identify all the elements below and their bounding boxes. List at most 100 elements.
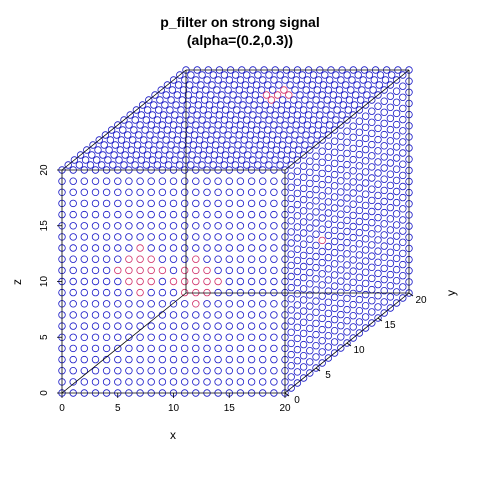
data-point <box>313 97 320 104</box>
data-point <box>259 234 266 241</box>
data-point <box>293 122 300 129</box>
data-point <box>226 178 233 185</box>
data-point <box>381 109 388 116</box>
data-point <box>251 147 258 154</box>
data-point <box>344 306 351 313</box>
data-point <box>346 97 353 104</box>
data-point <box>313 253 320 260</box>
data-point <box>381 120 388 127</box>
data-point <box>303 132 310 139</box>
data-point <box>263 137 270 144</box>
data-point <box>236 87 243 94</box>
data-point <box>259 323 266 330</box>
data-point <box>307 303 314 310</box>
data-point <box>170 189 177 196</box>
data-point <box>237 223 244 230</box>
data-point <box>400 172 407 179</box>
data-point <box>282 77 289 84</box>
data-point <box>148 200 155 207</box>
data-point <box>193 267 200 274</box>
data-point <box>393 155 400 162</box>
data-point <box>170 200 177 207</box>
data-point <box>189 152 196 159</box>
data-point <box>375 181 382 188</box>
data-point <box>204 278 211 285</box>
data-point <box>148 178 155 185</box>
data-point <box>289 107 296 114</box>
data-point <box>400 139 407 146</box>
data-point <box>248 278 255 285</box>
data-point <box>115 211 122 218</box>
data-point <box>300 208 307 215</box>
data-point <box>92 323 99 330</box>
data-point <box>400 217 407 224</box>
data-point <box>376 82 383 89</box>
data-point <box>375 281 382 288</box>
data-point <box>178 152 185 159</box>
data-point <box>257 142 264 149</box>
y-axis-label: y <box>444 290 458 296</box>
data-point <box>204 356 211 363</box>
data-point <box>387 271 394 278</box>
data-point <box>393 188 400 195</box>
data-point <box>307 191 314 198</box>
data-point <box>319 204 326 211</box>
data-point <box>300 241 307 248</box>
data-point <box>254 162 261 169</box>
data-point <box>241 137 248 144</box>
data-point <box>369 297 376 304</box>
data-point <box>122 152 129 159</box>
data-point <box>201 97 208 104</box>
data-point <box>103 278 110 285</box>
data-point <box>137 345 144 352</box>
data-point <box>300 319 307 326</box>
data-point <box>250 157 257 164</box>
data-point <box>248 356 255 363</box>
data-point <box>194 157 201 164</box>
data-point <box>115 256 122 263</box>
data-point <box>241 92 248 99</box>
data-point <box>338 200 345 207</box>
data-point <box>387 149 394 156</box>
data-point <box>215 267 222 274</box>
data-point <box>222 152 229 159</box>
data-point <box>159 211 166 218</box>
data-point <box>264 127 271 134</box>
data-point <box>271 278 278 285</box>
data-point <box>331 238 338 245</box>
data-point <box>319 282 326 289</box>
data-point <box>375 214 382 221</box>
data-point <box>128 147 135 154</box>
data-point <box>393 110 400 117</box>
data-point <box>230 137 237 144</box>
data-point <box>143 117 150 124</box>
data-point <box>387 104 394 111</box>
data-point <box>198 127 205 134</box>
data-point <box>369 219 376 226</box>
data-point <box>362 158 369 165</box>
data-point <box>335 97 342 104</box>
data-point <box>167 107 174 114</box>
data-point <box>381 143 388 150</box>
data-point <box>307 225 314 232</box>
data-point <box>305 112 312 119</box>
data-point <box>276 82 283 89</box>
data-point <box>307 169 314 176</box>
data-point <box>105 157 112 164</box>
data-point <box>126 367 133 374</box>
data-point <box>103 345 110 352</box>
data-point <box>148 278 155 285</box>
data-point <box>300 107 307 114</box>
data-point <box>226 245 233 252</box>
data-point <box>338 300 345 307</box>
data-point <box>362 224 369 231</box>
data-point <box>174 92 181 99</box>
data-point <box>350 279 357 286</box>
data-point <box>350 212 357 219</box>
data-point <box>247 87 254 94</box>
data-point <box>393 244 400 251</box>
data-point <box>344 173 351 180</box>
data-point <box>115 234 122 241</box>
data-point <box>237 301 244 308</box>
data-point <box>148 211 155 218</box>
